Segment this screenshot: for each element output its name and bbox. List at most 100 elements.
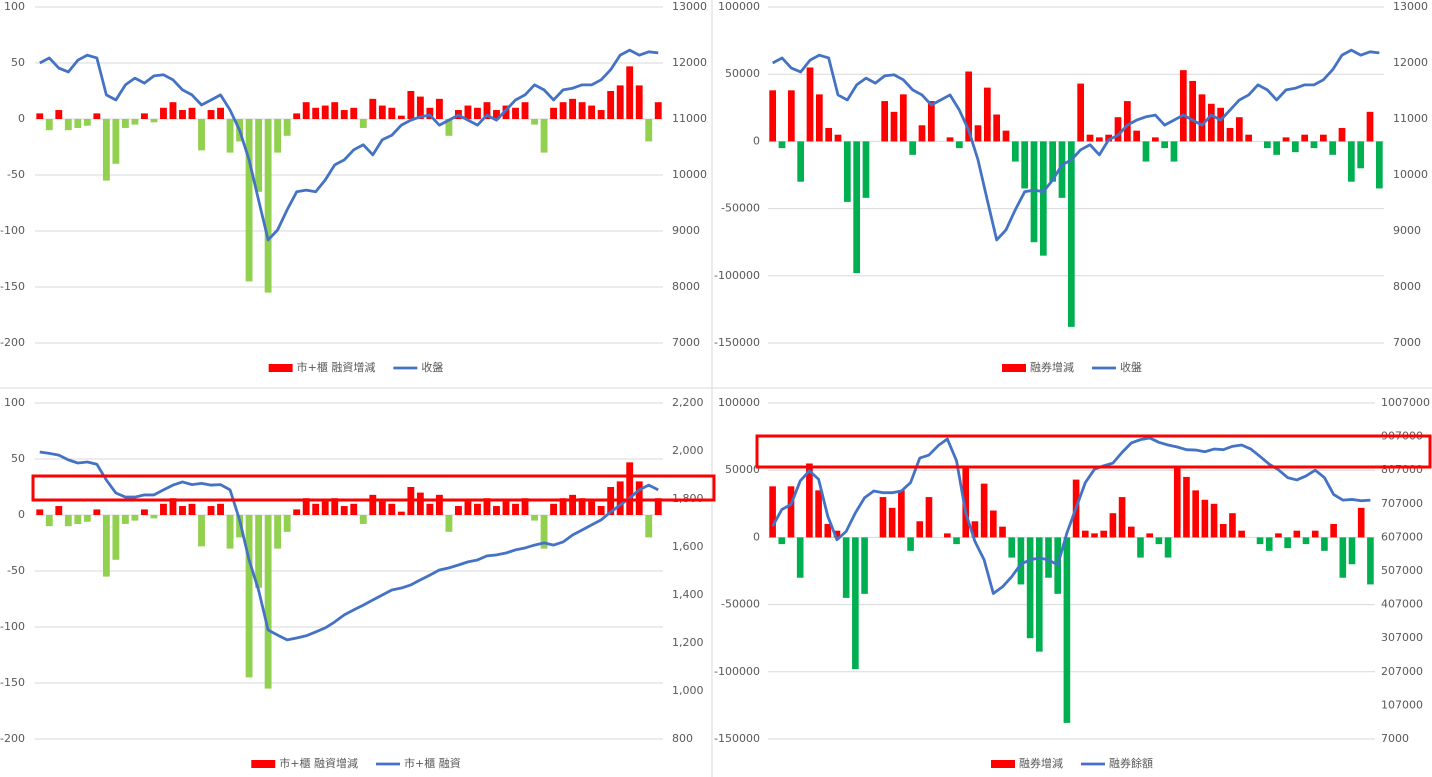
bar [188, 503, 196, 515]
line-series [772, 48, 1380, 242]
y-tick-label: -100 [0, 224, 25, 237]
bar [1002, 130, 1010, 142]
bar [1338, 127, 1346, 142]
bar [962, 467, 970, 538]
y2-tick-label: 107000 [1381, 698, 1423, 711]
y2-tick-label: 9000 [1393, 224, 1421, 237]
bar [1367, 537, 1374, 585]
y2-tick-label: 1,400 [672, 588, 704, 601]
bar [1311, 530, 1319, 538]
bar [245, 515, 253, 678]
y2-tick-label: 800 [672, 732, 693, 745]
bar [918, 125, 926, 142]
y-tick-label: 100 [4, 396, 25, 409]
bar [825, 127, 833, 142]
bar [331, 498, 339, 515]
bar [1229, 513, 1236, 538]
y2-tick-label: 307000 [1381, 631, 1423, 644]
y2-tick-label: 13000 [1393, 0, 1428, 13]
bar [302, 498, 310, 515]
bar [340, 110, 348, 119]
bar [787, 486, 795, 538]
bar [1207, 103, 1215, 142]
y2-tick-label: 1,200 [672, 636, 704, 649]
y2-tick-label: 707000 [1381, 497, 1423, 510]
legend-label: 融券增減 [1030, 360, 1074, 374]
bar [852, 537, 859, 670]
y2-tick-label: 9000 [672, 224, 700, 237]
bar [769, 486, 776, 538]
bar [1137, 537, 1144, 558]
bar [531, 119, 538, 125]
bar [1170, 141, 1178, 162]
bar [1210, 503, 1218, 538]
bar [378, 105, 386, 119]
legend-label: 融券餘額 [1109, 756, 1153, 770]
bar [1275, 533, 1282, 538]
highlight-box [755, 434, 1432, 469]
y-tick-label: 50000 [725, 67, 760, 80]
bar [64, 515, 72, 527]
bar [550, 107, 558, 119]
y-tick-label: -200 [0, 336, 25, 349]
bar [990, 510, 997, 538]
legend-swatch [251, 760, 276, 768]
bar [245, 119, 253, 282]
bar [1008, 537, 1016, 558]
bar [1161, 141, 1169, 149]
bar [1035, 537, 1043, 652]
y-tick-label: -150 [0, 676, 25, 689]
bar [927, 101, 935, 142]
bar [397, 115, 405, 119]
bar [369, 494, 377, 515]
bar [1146, 533, 1153, 538]
y-tick-label: 100000 [718, 0, 760, 13]
y2-tick-label: 1,600 [672, 540, 704, 553]
bar [974, 125, 982, 142]
bar [283, 515, 291, 532]
bar [899, 94, 907, 142]
bar [169, 102, 177, 119]
bar [645, 119, 653, 142]
y2-tick-label: 607000 [1381, 530, 1423, 543]
bar [1226, 127, 1234, 142]
bar [378, 501, 386, 515]
bar [64, 119, 72, 131]
bar [1039, 141, 1047, 256]
bar [312, 503, 320, 515]
y2-tick-label: 7000 [672, 336, 700, 349]
bar [1109, 513, 1117, 538]
y-tick-label: 0 [753, 134, 760, 147]
bar [1100, 530, 1108, 538]
bar [540, 515, 548, 549]
y2-tick-label: 1,000 [672, 684, 704, 697]
bar [1017, 537, 1025, 585]
y2-tick-label: 11000 [672, 112, 707, 125]
y-tick-label: 50000 [725, 463, 760, 476]
bar [445, 119, 453, 136]
bar [83, 119, 91, 126]
bar [179, 110, 186, 119]
bar [778, 141, 786, 149]
bar [946, 137, 954, 142]
bar [140, 509, 148, 515]
y2-tick-label: 11000 [1393, 112, 1428, 125]
bar [559, 102, 567, 119]
y2-tick-label: 8000 [1393, 280, 1421, 293]
bar [1030, 141, 1038, 243]
bar [426, 107, 434, 119]
bar [160, 503, 167, 515]
bar [597, 506, 605, 515]
y2-tick-label: 7000 [1393, 336, 1421, 349]
bar [853, 141, 861, 274]
y2-tick-label: 7000 [1381, 732, 1409, 745]
bar [1301, 134, 1309, 142]
bar [1291, 141, 1299, 153]
bar [1045, 537, 1052, 578]
bar [1217, 107, 1225, 142]
bar [588, 105, 596, 119]
bar [131, 515, 139, 521]
bar [45, 119, 53, 131]
bar [397, 511, 405, 515]
bar [1198, 94, 1206, 142]
